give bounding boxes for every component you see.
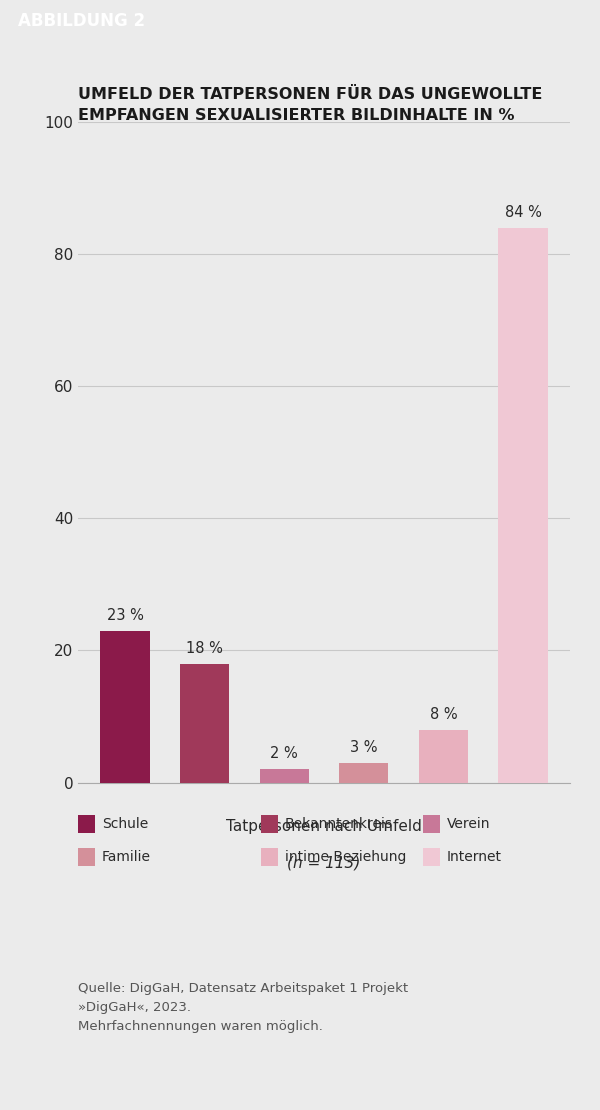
Bar bbox=[419, 729, 468, 783]
Bar bbox=[100, 630, 150, 783]
Text: 2 %: 2 % bbox=[271, 746, 298, 761]
Text: UMFELD DER TATPERSONEN FÜR DAS UNGEWOLLTE: UMFELD DER TATPERSONEN FÜR DAS UNGEWOLLT… bbox=[78, 87, 542, 102]
Bar bbox=[180, 664, 229, 783]
Text: EMPFANGEN SEXUALISIERTER BILDINHALTE IN %: EMPFANGEN SEXUALISIERTER BILDINHALTE IN … bbox=[78, 108, 515, 123]
Text: 84 %: 84 % bbox=[505, 205, 541, 220]
Bar bbox=[339, 763, 388, 783]
Text: Verein: Verein bbox=[447, 817, 491, 830]
Text: intime Beziehung: intime Beziehung bbox=[285, 850, 406, 864]
Text: Internet: Internet bbox=[447, 850, 502, 864]
Text: 3 %: 3 % bbox=[350, 739, 377, 755]
Text: 23 %: 23 % bbox=[107, 607, 143, 623]
Text: Bekanntenkreis: Bekanntenkreis bbox=[285, 817, 393, 830]
Text: (n = 113): (n = 113) bbox=[287, 855, 361, 870]
Text: ABBILDUNG 2: ABBILDUNG 2 bbox=[17, 12, 145, 30]
Text: Familie: Familie bbox=[102, 850, 151, 864]
Text: Schule: Schule bbox=[102, 817, 148, 830]
Text: Tatpersonen nach Umfeld: Tatpersonen nach Umfeld bbox=[226, 819, 422, 834]
Text: 8 %: 8 % bbox=[430, 707, 457, 722]
Bar bbox=[498, 228, 548, 783]
Text: 18 %: 18 % bbox=[186, 640, 223, 656]
Bar bbox=[260, 769, 309, 783]
Text: Quelle: DigGaH, Datensatz Arbeitspaket 1 Projekt
»DigGaH«, 2023.
Mehrfachnennung: Quelle: DigGaH, Datensatz Arbeitspaket 1… bbox=[78, 982, 408, 1033]
